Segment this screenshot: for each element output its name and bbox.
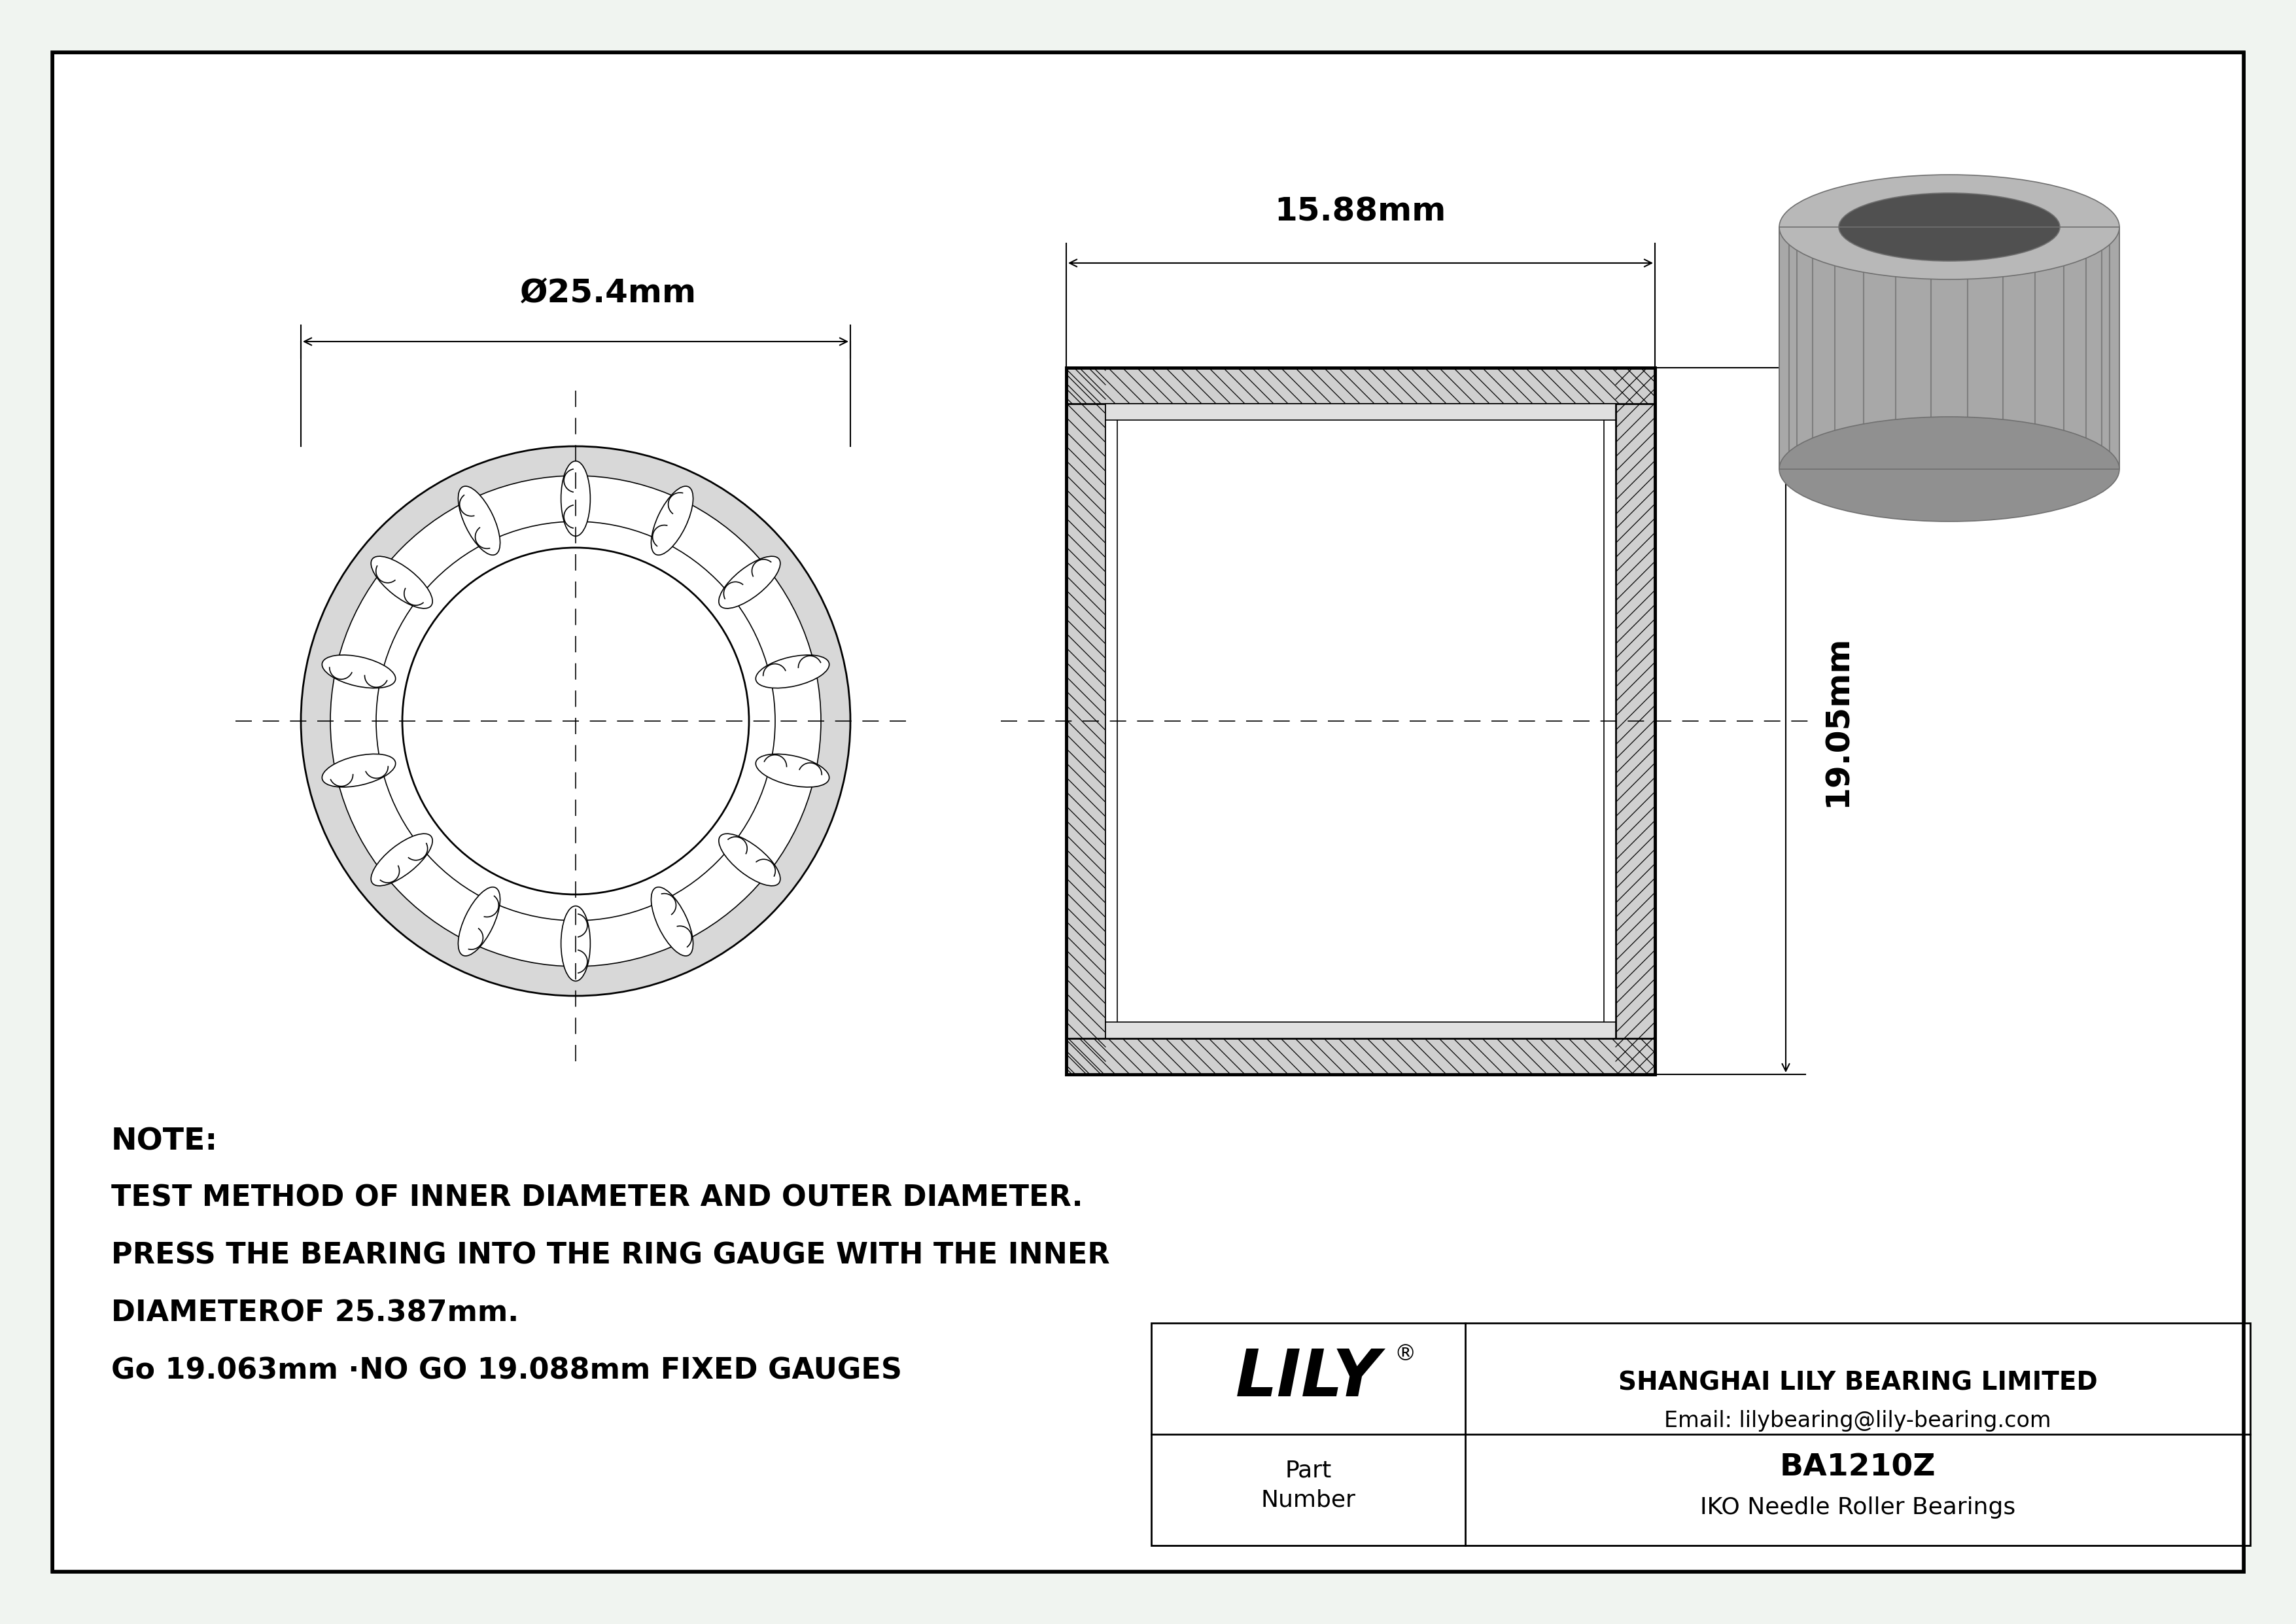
Text: BA1210Z: BA1210Z bbox=[1779, 1453, 1936, 1483]
Ellipse shape bbox=[1779, 417, 2119, 521]
Bar bbox=[1118, 416, 1605, 1026]
Text: DIAMETEROF 25.387mm.: DIAMETEROF 25.387mm. bbox=[110, 1299, 519, 1327]
Bar bbox=[1065, 1038, 1655, 1075]
Text: SHANGHAI LILY BEARING LIMITED: SHANGHAI LILY BEARING LIMITED bbox=[1619, 1371, 2096, 1395]
Ellipse shape bbox=[719, 833, 781, 885]
Ellipse shape bbox=[652, 887, 693, 957]
Ellipse shape bbox=[372, 833, 432, 885]
Text: Email: lilybearing@lily-bearing.com: Email: lilybearing@lily-bearing.com bbox=[1665, 1410, 2050, 1432]
Ellipse shape bbox=[1839, 193, 2060, 261]
Bar bbox=[1104, 1021, 1616, 1038]
Circle shape bbox=[301, 447, 850, 996]
Ellipse shape bbox=[1779, 175, 2119, 279]
Bar bbox=[1779, 227, 2119, 469]
Text: IKO Needle Roller Bearings: IKO Needle Roller Bearings bbox=[1699, 1497, 2016, 1518]
Ellipse shape bbox=[459, 887, 501, 957]
Bar bbox=[1616, 367, 1655, 1075]
Bar bbox=[1150, 1324, 2250, 1546]
Text: PRESS THE BEARING INTO THE RING GAUGE WITH THE INNER: PRESS THE BEARING INTO THE RING GAUGE WI… bbox=[110, 1242, 1109, 1270]
Ellipse shape bbox=[719, 557, 781, 609]
Circle shape bbox=[377, 521, 776, 921]
Bar bbox=[1104, 404, 1616, 1038]
Bar bbox=[1065, 367, 1655, 404]
Text: 15.88mm: 15.88mm bbox=[1274, 195, 1446, 227]
Ellipse shape bbox=[560, 906, 590, 981]
Text: ®: ® bbox=[1394, 1343, 1417, 1364]
Text: 19.05mm: 19.05mm bbox=[1821, 635, 1853, 807]
Bar bbox=[1065, 367, 1104, 1075]
Bar bbox=[1065, 367, 1655, 1075]
Text: Part
Number: Part Number bbox=[1261, 1460, 1355, 1512]
Ellipse shape bbox=[321, 754, 395, 788]
Text: LILY: LILY bbox=[1235, 1346, 1380, 1410]
Text: Ø25.4mm: Ø25.4mm bbox=[519, 278, 696, 309]
Bar bbox=[1065, 367, 1655, 1075]
Text: NOTE:: NOTE: bbox=[110, 1127, 218, 1156]
Text: TEST METHOD OF INNER DIAMETER AND OUTER DIAMETER.: TEST METHOD OF INNER DIAMETER AND OUTER … bbox=[110, 1184, 1084, 1213]
Ellipse shape bbox=[372, 557, 432, 609]
Ellipse shape bbox=[459, 486, 501, 555]
Ellipse shape bbox=[560, 461, 590, 536]
Circle shape bbox=[331, 476, 822, 966]
Circle shape bbox=[402, 547, 748, 895]
Bar bbox=[1104, 404, 1616, 421]
Bar bbox=[1779, 227, 2119, 469]
Ellipse shape bbox=[755, 754, 829, 788]
Ellipse shape bbox=[321, 654, 395, 689]
Ellipse shape bbox=[755, 654, 829, 689]
Text: Go 19.063mm ·NO GO 19.088mm FIXED GAUGES: Go 19.063mm ·NO GO 19.088mm FIXED GAUGES bbox=[110, 1358, 902, 1385]
Ellipse shape bbox=[652, 486, 693, 555]
